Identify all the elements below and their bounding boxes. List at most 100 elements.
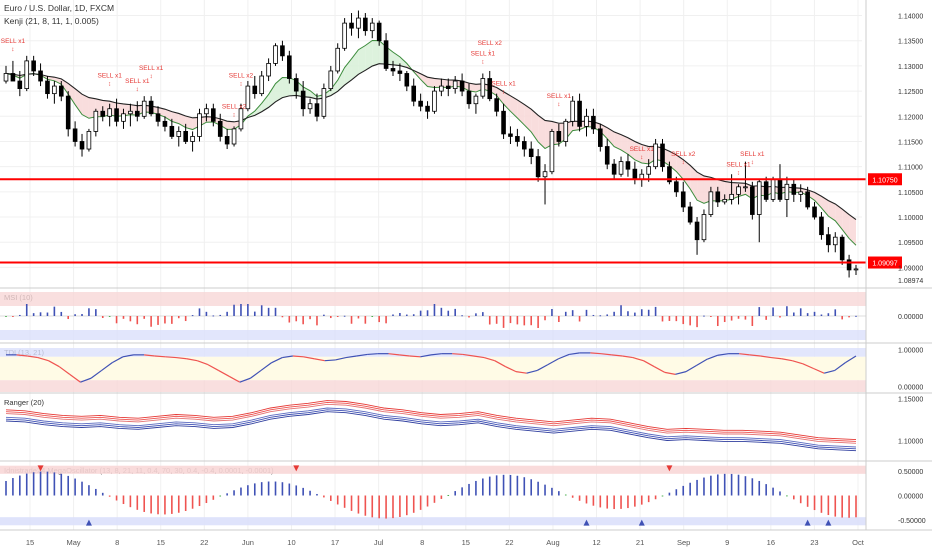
- candle-body: [618, 161, 624, 175]
- candle-body: [563, 120, 569, 142]
- candle-body: [72, 128, 78, 142]
- mega-bar: [46, 471, 49, 496]
- tdi-line-segment: [16, 354, 28, 357]
- candle-body: [452, 80, 458, 89]
- x-tick-label: 17: [331, 538, 339, 547]
- msi-bar: [578, 316, 581, 322]
- x-tick-label: 9: [725, 538, 729, 547]
- mega-bar: [447, 494, 450, 496]
- ma-band-segment: [641, 144, 649, 164]
- mega-bar: [329, 495, 332, 501]
- mega-bar: [67, 475, 69, 496]
- mega-bar: [730, 473, 733, 496]
- msi-bar: [164, 316, 166, 324]
- tdi-line-segment: [218, 369, 230, 377]
- sell-signal-label: SELL x1: [491, 81, 516, 88]
- tdi-line-segment: [547, 358, 559, 366]
- x-tick-label: 23: [810, 538, 818, 547]
- ma-band-segment: [337, 67, 345, 92]
- sell-signal-label: SELL x2: [671, 151, 696, 158]
- msi-bar: [157, 316, 159, 325]
- sell-signal-marker: ↕: [136, 86, 139, 93]
- msi-bar: [184, 316, 187, 322]
- ma-band-segment: [634, 141, 642, 163]
- indicator-title: Kenji (21, 8, 11, 1, 0.005): [4, 16, 99, 26]
- mega-bar: [309, 490, 311, 496]
- candle-body: [480, 78, 486, 97]
- candle-body: [300, 90, 306, 110]
- msi-bar: [399, 312, 401, 316]
- candle-body: [570, 100, 575, 122]
- tdi-line-segment: [770, 356, 782, 360]
- mega-bar: [647, 495, 650, 503]
- tdi-line-segment: [622, 355, 633, 359]
- msi-bar: [558, 316, 560, 323]
- tdi-line-segment: [58, 366, 71, 375]
- msi-bar: [772, 307, 774, 316]
- msi-bar: [191, 315, 194, 317]
- tdi-line-segment: [664, 371, 676, 375]
- mega-bar: [551, 487, 553, 496]
- mega-bar: [578, 495, 581, 501]
- msi-bar: [827, 313, 830, 316]
- pane-title: Ranger (20): [4, 398, 45, 407]
- sell-signal-marker: ↕: [108, 81, 111, 88]
- msi-bar: [343, 315, 346, 317]
- ma-band-segment: [268, 83, 276, 108]
- msi-bar: [744, 316, 747, 320]
- mega-bar: [399, 495, 401, 517]
- tdi-line-segment: [452, 353, 463, 356]
- tdi-line-segment: [675, 371, 687, 375]
- mega-sell-arrow: [37, 465, 44, 472]
- x-tick-label: Sep: [677, 538, 690, 547]
- price-level-value: 1.09097: [872, 261, 897, 268]
- candle-body: [646, 166, 651, 175]
- msi-bar: [419, 310, 422, 316]
- msi-bar: [247, 304, 249, 316]
- mega-bar: [371, 495, 374, 518]
- candle-body: [515, 136, 520, 142]
- price-level-tag: [868, 256, 902, 269]
- sell-signal-label: SELL x1: [740, 151, 765, 158]
- price-level-value: 1.10750: [872, 177, 897, 184]
- msi-bar: [412, 314, 415, 316]
- msi-bar: [710, 316, 712, 317]
- candle-body: [293, 78, 299, 92]
- tdi-upper-zone: [0, 348, 866, 357]
- ma-band-segment: [441, 79, 449, 88]
- msi-bar: [260, 305, 263, 316]
- mega-sell-arrow: [293, 465, 300, 472]
- candle-body: [826, 234, 831, 246]
- msi-bar: [482, 312, 484, 316]
- candle-body: [238, 108, 244, 130]
- msi-bar: [516, 316, 519, 325]
- y-tick-label: 1.12000: [898, 114, 923, 121]
- msi-bar: [841, 316, 843, 320]
- mega-bar: [115, 495, 118, 501]
- candle-body: [190, 136, 195, 142]
- msi-bar: [101, 316, 104, 319]
- mega-bar: [710, 475, 712, 496]
- msi-bar: [88, 308, 90, 316]
- ma-band-segment: [399, 56, 407, 68]
- candle-body: [128, 110, 133, 115]
- candle-body: [680, 191, 686, 208]
- mega-bar: [502, 474, 505, 496]
- mega-bar: [779, 491, 781, 496]
- msi-bar: [571, 310, 574, 316]
- candle-body: [280, 45, 285, 57]
- msi-bar: [447, 310, 450, 316]
- pane-tick-label: 0.00000: [898, 494, 923, 501]
- msi-bar: [385, 316, 387, 324]
- tdi-line-segment: [569, 352, 580, 356]
- msi-bar: [371, 316, 374, 317]
- msi-bar: [364, 316, 367, 324]
- msi-bar: [433, 304, 436, 316]
- mega-bar: [233, 490, 235, 496]
- msi-bar: [281, 316, 284, 318]
- mega-bar: [640, 495, 643, 505]
- ranger-line: [5, 403, 857, 444]
- tdi-line-segment: [536, 364, 549, 371]
